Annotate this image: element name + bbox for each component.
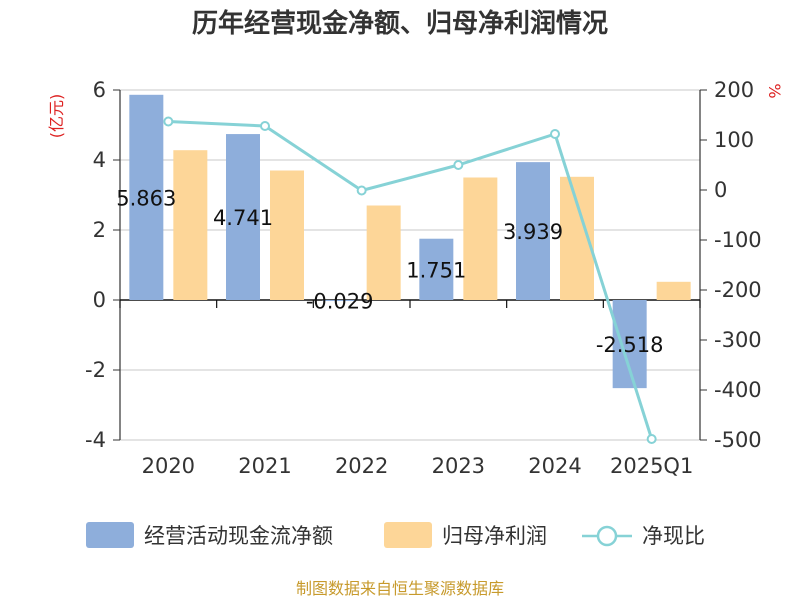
- left-tick-label: 4: [93, 148, 106, 172]
- bar-net-profit: [463, 177, 498, 300]
- bar-net-profit: [656, 281, 691, 300]
- bar-cashflow: [419, 238, 454, 300]
- legend-item-net-profit[interactable]: 归母净利润: [384, 522, 547, 548]
- tick-labels: 6 4 2 0 -2 -4 200 100 0 -100 -200 -300 -400 -500 2020 2…: [85, 78, 762, 478]
- bar-data-label: 3.939: [503, 220, 563, 244]
- bar-data-label: -2.518: [596, 333, 664, 357]
- bar-cashflow: [226, 134, 260, 300]
- right-tick-label: -400: [714, 378, 762, 402]
- right-tick-label: 100: [714, 128, 754, 152]
- legend-label-ratio: 净现比: [642, 524, 705, 548]
- right-tick-label: -100: [714, 228, 762, 252]
- chart-title: 历年经营现金净额、归母净利润情况: [192, 8, 608, 39]
- bar-data-label: 4.741: [213, 206, 273, 230]
- ratio-point: [550, 129, 560, 139]
- right-tick-label: -300: [714, 328, 762, 352]
- bar-data-label: -0.029: [306, 290, 374, 314]
- right-axis-unit: %: [765, 83, 784, 98]
- ratio-point: [453, 160, 464, 170]
- left-axis-unit: (亿元): [47, 94, 66, 139]
- legend-swatch-net-profit: [384, 522, 432, 548]
- legend-swatch-cashflow: [86, 522, 134, 548]
- right-tick-label: -200: [714, 278, 762, 302]
- bar-net-profit: [366, 205, 401, 300]
- bar-data-label: 5.863: [116, 186, 176, 210]
- ratio-point: [356, 185, 367, 196]
- bar-cashflow: [129, 94, 164, 300]
- legend-item-ratio[interactable]: 净现比: [582, 524, 705, 548]
- right-tick-label: -500: [714, 428, 762, 452]
- left-tick-label: 0: [93, 288, 106, 312]
- bar-data-label: 1.751: [406, 258, 466, 282]
- x-tick-label: 2020: [142, 454, 195, 478]
- legend-marker-ratio: [596, 525, 618, 547]
- x-tick-label: 2021: [238, 454, 291, 478]
- bar-cashflow: [322, 300, 357, 302]
- legend-label-cashflow: 经营活动现金流净额: [144, 524, 333, 548]
- gridlines: [120, 89, 700, 441]
- ratio-point: [163, 116, 174, 127]
- x-tick-label: 2025Q1: [610, 454, 693, 478]
- bar-net-profit: [173, 150, 208, 300]
- left-tick-label: -4: [85, 428, 106, 452]
- ratio-line: [163, 116, 657, 444]
- ratio-point: [646, 434, 657, 444]
- source-note: 制图数据来自恒生聚源数据库: [296, 579, 504, 598]
- legend: 经营活动现金流净额 归母净利润 净现比: [86, 522, 705, 548]
- bar-cashflow: [516, 162, 550, 300]
- data-labels: 5.863 4.741 -0.029 1.751 3.939 -2.518: [116, 186, 663, 357]
- ratio-point: [260, 121, 270, 131]
- left-tick-label: 2: [93, 218, 106, 242]
- x-tick-label: 2023: [432, 454, 485, 478]
- right-tick-label: 0: [714, 178, 727, 202]
- bars: [129, 94, 691, 389]
- axes: [113, 89, 707, 441]
- left-tick-label: -2: [85, 358, 106, 382]
- right-tick-label: 200: [714, 78, 754, 102]
- legend-label-net-profit: 归母净利润: [442, 524, 547, 548]
- x-tick-label: 2022: [335, 454, 388, 478]
- legend-item-cashflow[interactable]: 经营活动现金流净额: [86, 522, 333, 548]
- bar-net-profit: [270, 170, 304, 300]
- ratio-line-path: [168, 120, 654, 440]
- left-tick-label: 6: [93, 78, 106, 102]
- x-tick-label: 2024: [528, 454, 581, 478]
